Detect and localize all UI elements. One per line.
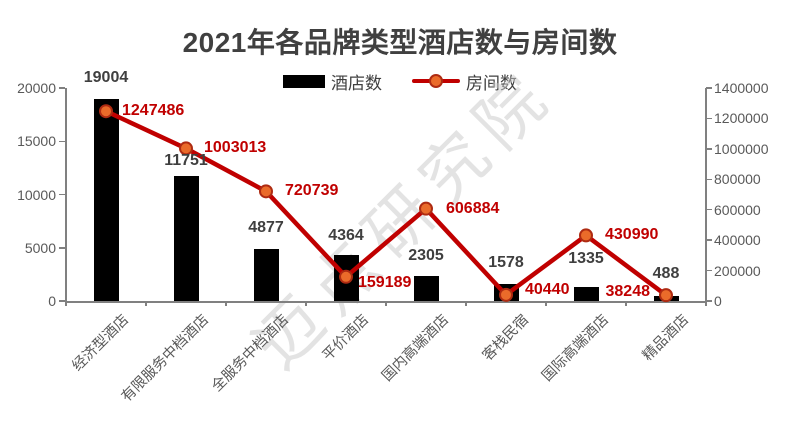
line-point-marker (179, 141, 193, 156)
bar-value-label: 2305 (408, 247, 444, 265)
category-label: 经济型酒店 (69, 311, 133, 375)
line-value-label: 159189 (358, 273, 412, 291)
x-axis-tick (465, 301, 467, 306)
legend-item-hotel-count: 酒店数 (283, 69, 382, 94)
category-label: 国内高端酒店 (379, 311, 453, 385)
x-axis-tick (305, 301, 307, 306)
bar (573, 286, 599, 301)
right-axis-tick (706, 269, 712, 272)
legend-item-room-count: 房间数 (412, 69, 517, 94)
right-axis-tick (706, 300, 712, 302)
legend-label-room-count: 房间数 (466, 73, 517, 93)
line-point-marker (499, 287, 513, 302)
line-point-marker (259, 184, 273, 199)
bar (413, 276, 439, 301)
category-label: 国际高端酒店 (539, 311, 613, 385)
left-axis-tick (59, 140, 65, 142)
left-axis-tick-label: 5000 (24, 239, 56, 256)
line-point-marker (659, 288, 673, 303)
left-axis-tick (59, 87, 65, 89)
bar (93, 98, 119, 301)
right-axis-tick (706, 117, 712, 120)
right-axis-tick-label: 1000000 (714, 140, 769, 157)
left-axis-tick-label: 15000 (17, 133, 56, 150)
bar-value-label: 4877 (248, 219, 284, 237)
left-axis-tick (59, 193, 65, 196)
category-label: 客栈民宿 (479, 311, 533, 365)
bar (173, 175, 199, 301)
left-axis-tick-label: 10000 (17, 186, 56, 203)
x-axis-tick (65, 301, 67, 306)
left-axis-tick-label: 0 (48, 293, 56, 309)
right-axis-tick (706, 148, 712, 150)
right-axis-tick-label: 600000 (714, 201, 761, 218)
room-count-line-series (99, 104, 673, 303)
line-value-label: 606884 (446, 199, 500, 217)
x-axis-tick (225, 301, 227, 306)
line-value-label: 430990 (605, 226, 659, 244)
left-y-axis (65, 88, 67, 302)
right-axis-tick-label: 1200000 (714, 110, 769, 127)
right-axis-tick-label: 0 (714, 293, 722, 309)
legend-label-hotel-count: 酒店数 (331, 73, 382, 93)
line-point-marker (339, 269, 353, 284)
category-label: 全服务中档酒店 (209, 311, 293, 395)
category-label: 平价酒店 (319, 311, 373, 365)
line-value-label: 720739 (285, 182, 339, 200)
x-axis-tick (545, 301, 547, 306)
bar-value-label: 19004 (83, 68, 129, 86)
line-series-swatch-icon (412, 74, 460, 88)
right-axis-tick (706, 178, 712, 181)
category-label: 精品酒店 (639, 311, 693, 365)
bar (253, 249, 279, 301)
x-axis-tick (625, 301, 627, 306)
left-axis-tick (59, 247, 65, 249)
right-axis-tick-label: 800000 (714, 171, 761, 188)
right-axis-tick (706, 239, 712, 241)
line-value-label: 1247486 (122, 102, 185, 120)
x-axis-tick (385, 301, 387, 306)
line-point-marker (419, 201, 433, 216)
right-axis-tick-label: 400000 (714, 232, 761, 249)
line-point-marker (579, 228, 593, 243)
line-point-marker (99, 104, 113, 119)
legend: 酒店数 房间数 (0, 68, 800, 94)
bar-value-label: 1335 (568, 249, 604, 267)
left-axis-tick-label: 20000 (17, 80, 56, 96)
right-axis-tick (706, 208, 712, 211)
line-value-label: 1003013 (204, 139, 267, 157)
right-axis-tick-label: 1400000 (714, 80, 769, 96)
line-value-label: 40440 (525, 280, 570, 298)
bar-value-label: 4364 (328, 226, 364, 244)
right-y-axis (705, 88, 707, 302)
bar-value-label: 11751 (164, 151, 208, 169)
right-axis-tick (706, 87, 712, 89)
line-value-label: 38248 (605, 283, 651, 301)
bar-series-swatch-icon (283, 74, 325, 88)
room-count-line (105, 109, 668, 298)
right-axis-tick-label: 200000 (714, 262, 761, 279)
x-axis-tick (705, 301, 707, 306)
bar-value-label: 1578 (488, 254, 524, 272)
chart-title: 2021年各品牌类型酒店数与房间数 (182, 27, 618, 58)
bar-value-label: 488 (652, 264, 680, 282)
left-axis-tick (59, 300, 65, 302)
x-axis-tick (145, 301, 147, 306)
